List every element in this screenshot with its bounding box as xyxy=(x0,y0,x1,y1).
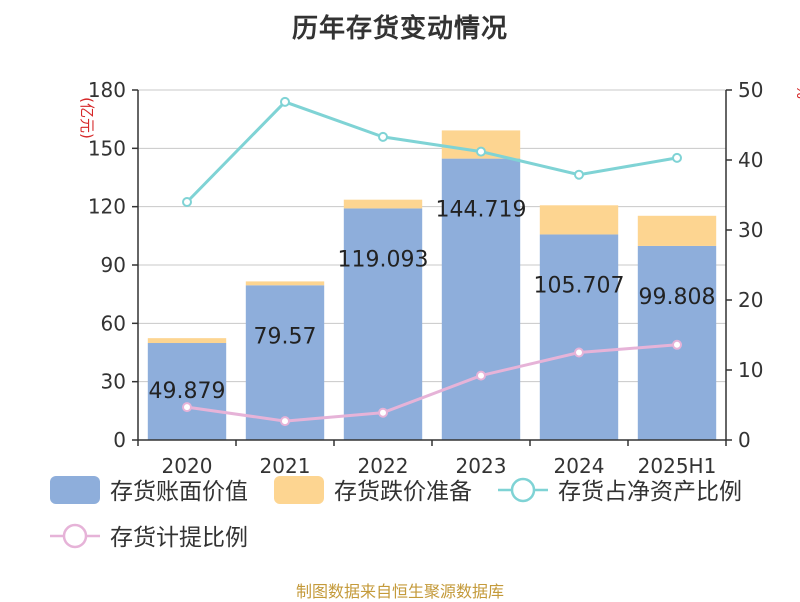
data-label: 105.707 xyxy=(534,273,625,298)
bar-存货账面价值 xyxy=(441,158,521,441)
point-存货计提比例 xyxy=(378,407,388,418)
legend-label: 存货账面价值 xyxy=(110,479,248,505)
bar-存货账面价值 xyxy=(343,208,423,440)
point-存货占净资产比例 xyxy=(378,131,388,142)
bar-存货跌价准备 xyxy=(245,281,325,286)
legend-marker xyxy=(510,477,536,503)
right-tick-label: 0 xyxy=(738,428,751,452)
left-tick-label: 30 xyxy=(101,370,126,394)
bar-存货跌价准备 xyxy=(539,205,619,235)
legend-label: 存货跌价准备 xyxy=(334,479,472,505)
left-tick-label: 90 xyxy=(101,253,126,277)
point-存货计提比例 xyxy=(182,402,192,413)
lines-layer xyxy=(182,96,682,427)
bar-存货跌价准备 xyxy=(343,199,423,209)
grid-lines xyxy=(138,89,726,383)
data-label: 79.57 xyxy=(254,324,317,349)
legend-label: 存货计提比例 xyxy=(110,525,248,551)
left-tick-label: 120 xyxy=(88,195,126,219)
legend-marker xyxy=(62,523,88,549)
left-tick-label: 180 xyxy=(88,78,126,102)
bar-存货跌价准备 xyxy=(147,338,227,344)
data-label: 49.879 xyxy=(149,379,226,404)
bar-存货账面价值 xyxy=(147,343,227,440)
right-tick-label: 20 xyxy=(738,288,763,312)
line-存货占净资产比例 xyxy=(185,100,678,204)
right-tick-label: 40 xyxy=(738,148,763,172)
bar-存货账面价值 xyxy=(539,234,619,440)
point-存货计提比例 xyxy=(476,370,486,381)
data-labels-layer: 49.879 79.57 119.093 144.719 105.707 99.808 xyxy=(149,198,716,404)
point-存货计提比例 xyxy=(574,347,584,358)
x-tick-label: 2021 xyxy=(260,454,311,478)
x-tick-label: 2023 xyxy=(456,454,507,478)
point-存货占净资产比例 xyxy=(476,146,486,157)
x-tick-label: 2024 xyxy=(554,454,605,478)
left-tick-label: 60 xyxy=(101,311,126,335)
point-存货计提比例 xyxy=(280,416,290,427)
legend-swatch xyxy=(50,476,100,504)
point-存货占净资产比例 xyxy=(574,169,584,180)
legend-label: 存货占净资产比例 xyxy=(558,479,742,505)
point-存货计提比例 xyxy=(672,339,682,350)
x-tick-label: 2022 xyxy=(358,454,409,478)
source-note: 制图数据来自恒生聚源数据库 xyxy=(295,582,504,601)
data-label: 99.808 xyxy=(639,285,716,310)
y-axis-title-left: (亿元) xyxy=(78,97,96,139)
line-存货计提比例 xyxy=(186,343,678,423)
point-存货占净资产比例 xyxy=(280,96,290,107)
bar-存货跌价准备 xyxy=(637,215,717,246)
point-存货占净资产比例 xyxy=(182,197,192,207)
bars-layer xyxy=(147,130,717,441)
axes-layer: 0 30 60 90 120 150 180 0 10 20 30 40 50 2020 2021 2022 2… xyxy=(78,78,800,478)
left-tick-label: 0 xyxy=(113,428,126,452)
x-tick-label: 2025H1 xyxy=(638,454,717,478)
data-label: 144.719 xyxy=(436,198,527,223)
right-tick-label: 10 xyxy=(738,358,763,382)
left-tick-label: 150 xyxy=(88,136,126,160)
legend-swatch xyxy=(274,476,324,504)
x-tick-label: 2020 xyxy=(162,454,213,478)
chart-title: 历年存货变动情况 xyxy=(291,14,508,44)
data-label: 119.093 xyxy=(338,247,429,272)
point-存货占净资产比例 xyxy=(672,152,682,163)
bar-存货账面价值 xyxy=(245,285,325,440)
y-axis-title-right: % xyxy=(793,85,800,99)
right-tick-label: 50 xyxy=(738,78,763,102)
right-tick-label: 30 xyxy=(738,218,763,242)
